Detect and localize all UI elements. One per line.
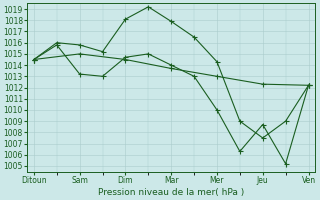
X-axis label: Pression niveau de la mer( hPa ): Pression niveau de la mer( hPa ): [98, 188, 244, 197]
